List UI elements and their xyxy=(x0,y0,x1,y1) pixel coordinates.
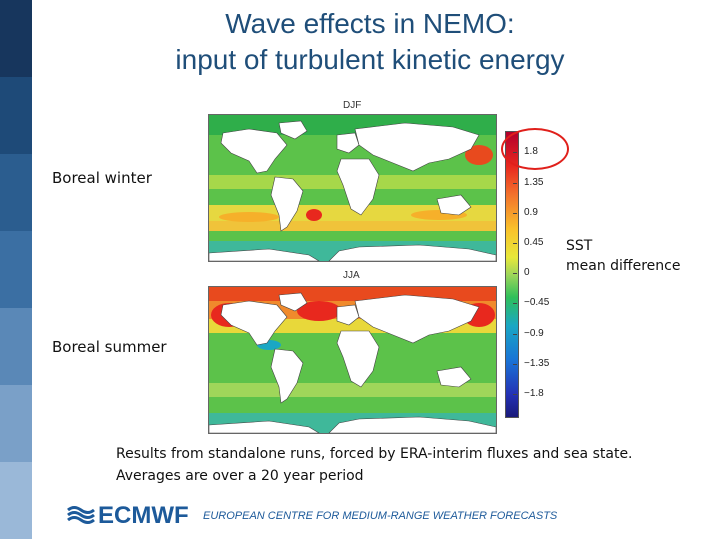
map-jja-graphic xyxy=(209,287,496,433)
ecmwf-logo-icon xyxy=(67,506,95,524)
organization-name: EUROPEAN CENTRE FOR MEDIUM-RANGE WEATHER… xyxy=(203,510,558,522)
map-title-jja: JJA xyxy=(343,270,360,281)
ecmwf-logo-text: ECMWF xyxy=(98,502,189,529)
title-line-1: Wave effects in NEMO: xyxy=(225,8,515,39)
sst-label: SST mean difference xyxy=(566,236,680,276)
label-boreal-summer: Boreal summer xyxy=(48,337,171,357)
map-djf-graphic xyxy=(209,115,496,261)
label-boreal-winter: Boreal winter xyxy=(48,168,156,188)
colorbar xyxy=(505,131,519,418)
sidebar-decoration xyxy=(0,0,32,540)
title-line-2: input of turbulent kinetic energy xyxy=(175,44,565,75)
slide-title: Wave effects in NEMO: input of turbulent… xyxy=(40,6,700,78)
footer: ECMWF EUROPEAN CENTRE FOR MEDIUM-RANGE W… xyxy=(66,502,557,529)
sst-label-line-1: SST xyxy=(566,238,593,254)
map-title-djf: DJF xyxy=(343,100,362,111)
map-djf xyxy=(208,114,497,262)
caption: Results from standalone runs, forced by … xyxy=(116,443,633,487)
highlight-circle xyxy=(501,128,569,170)
sst-label-line-2: mean difference xyxy=(566,258,681,274)
map-jja xyxy=(208,286,497,434)
caption-line-2: Averages are over a 20 year period xyxy=(116,468,364,484)
caption-line-1: Results from standalone runs, forced by … xyxy=(116,446,633,462)
